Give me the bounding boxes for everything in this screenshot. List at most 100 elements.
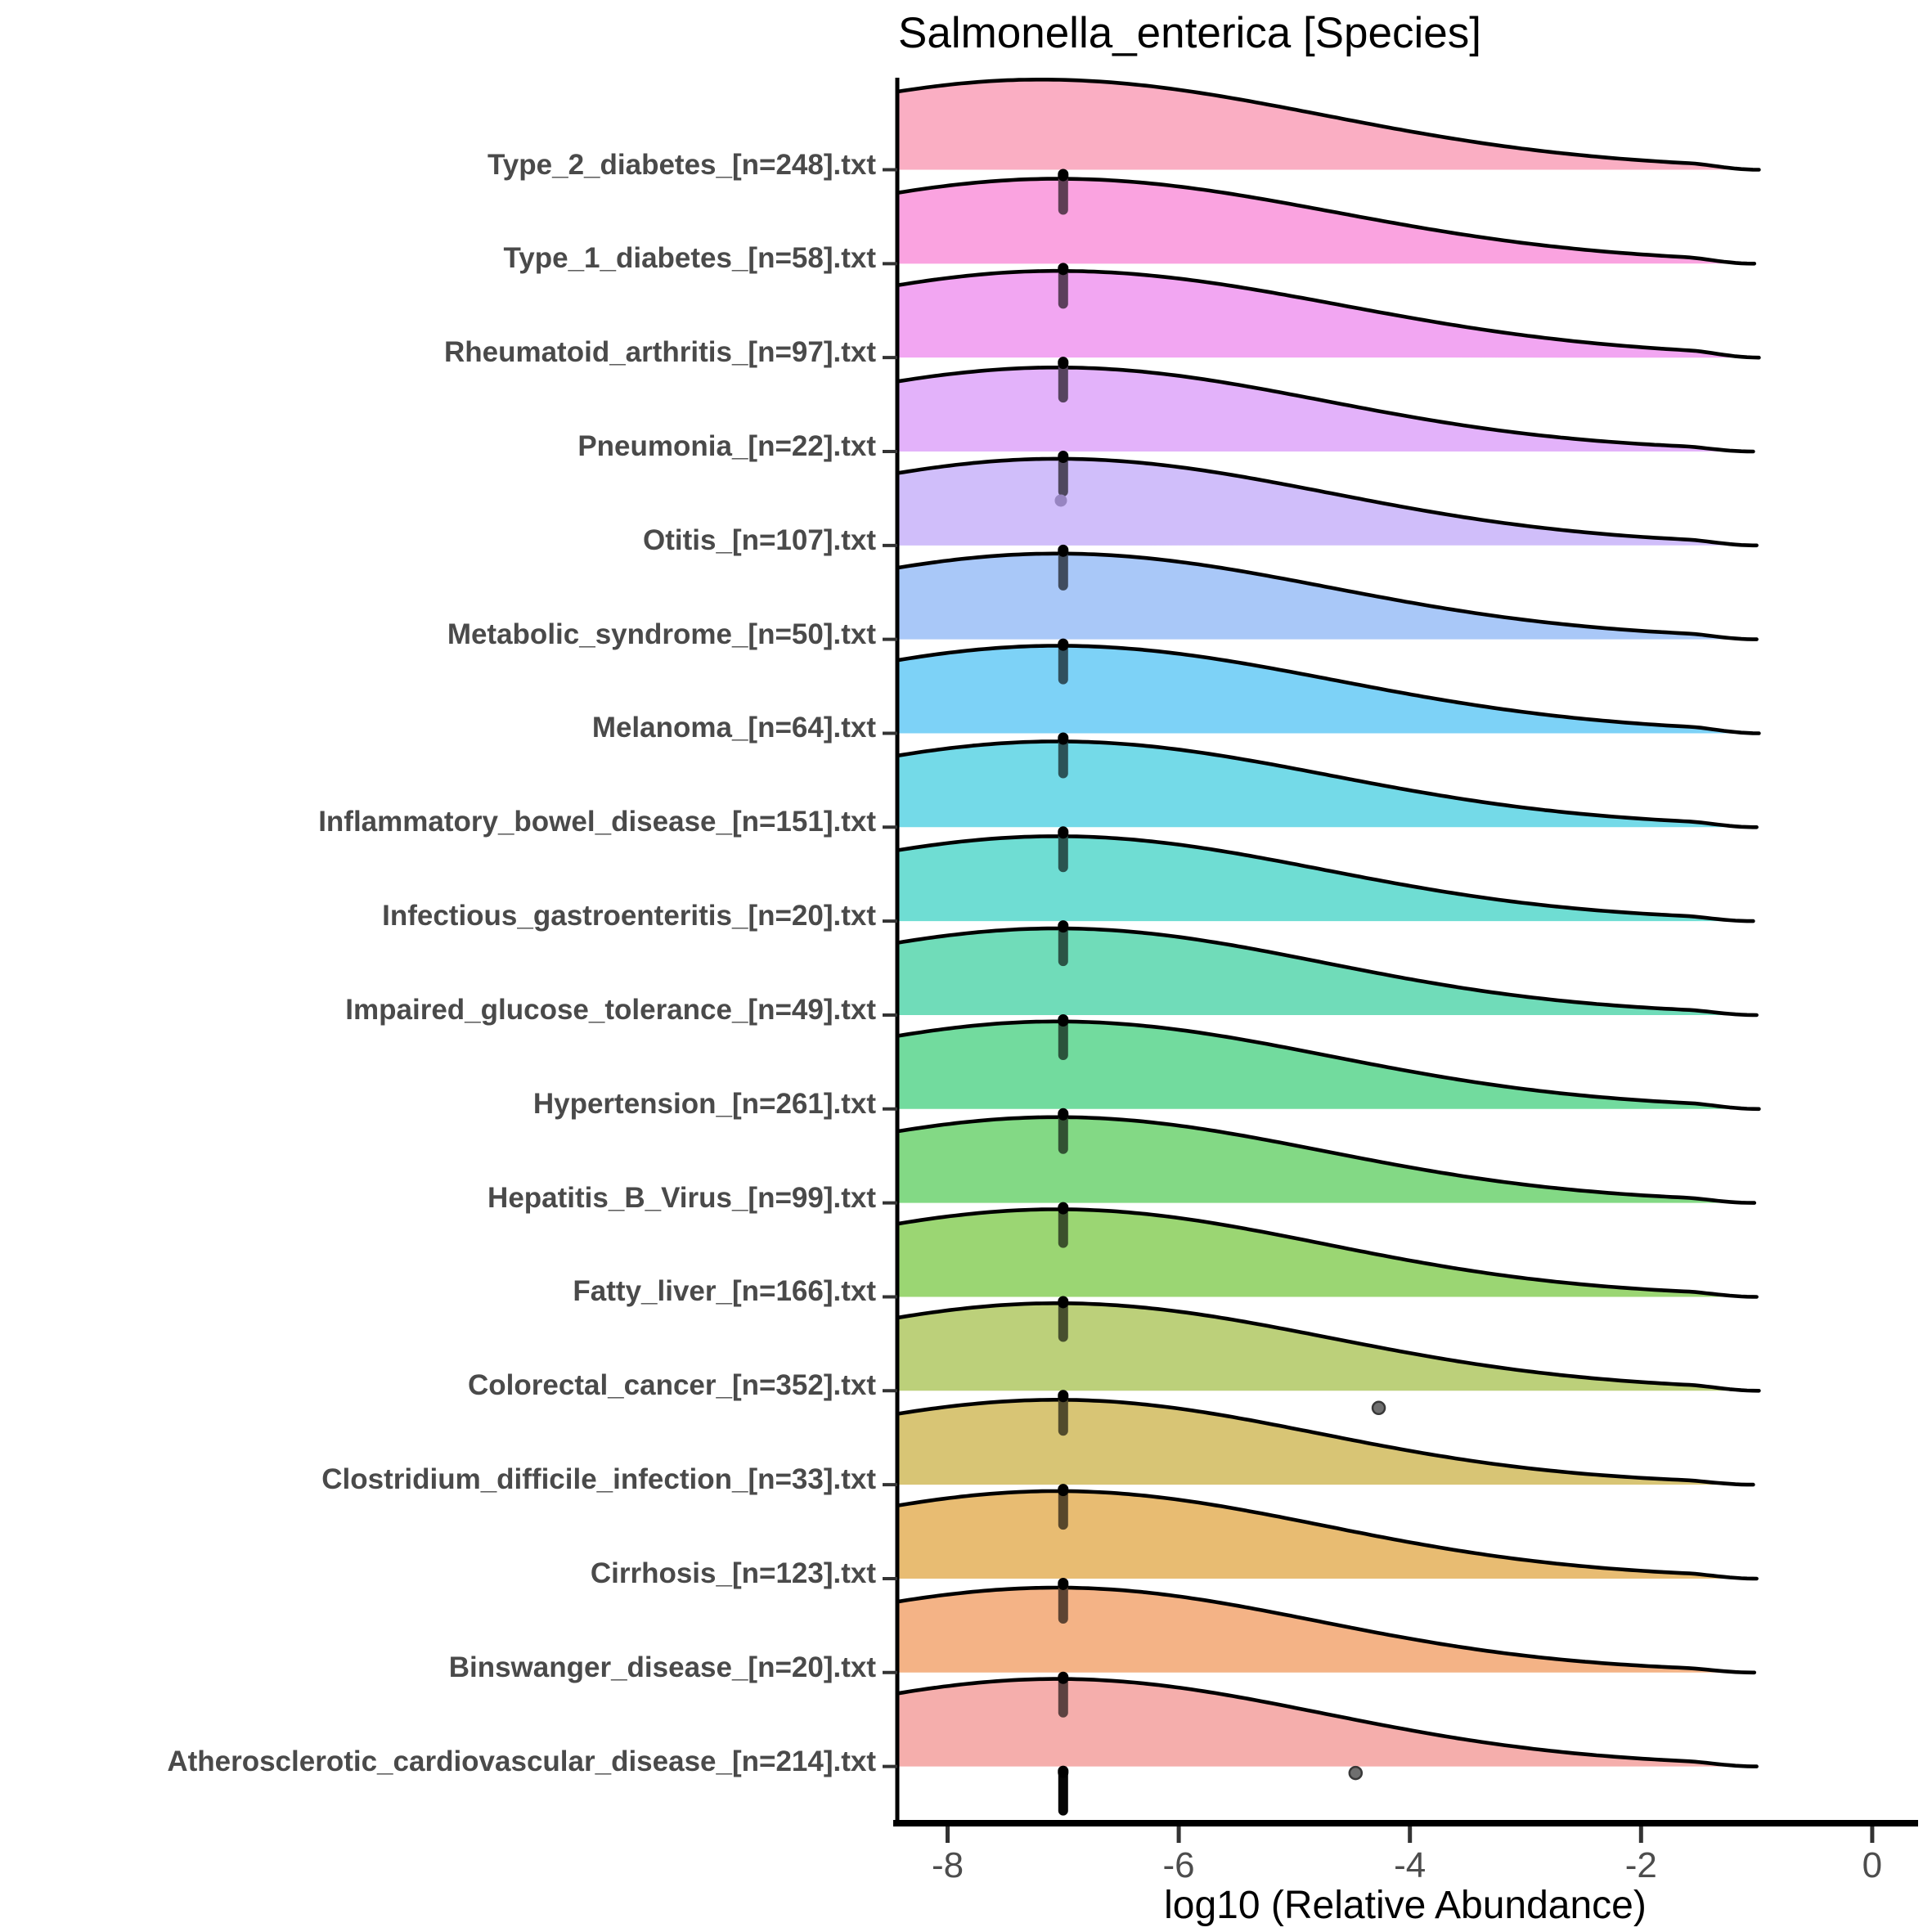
y-axis-label: Colorectal_cancer_[n=352].txt [468, 1369, 876, 1402]
floor-points-cap [1058, 1765, 1069, 1778]
floor-points-cap [1058, 826, 1069, 839]
floor-points-cluster [1058, 1206, 1068, 1248]
density-ridge [897, 79, 1759, 170]
density-outline [896, 1019, 1761, 1112]
outlier-point [1348, 1765, 1364, 1781]
floor-points-cap [1058, 1013, 1069, 1027]
density-outline [896, 456, 1759, 548]
floor-points-cap [1058, 732, 1069, 745]
x-axis-title: log10 (Relative Abundance) [1164, 1884, 1647, 1927]
y-axis-label: Infectious_gastroenteritis_[n=20].txt [382, 900, 876, 932]
floor-points-cap [1058, 1108, 1069, 1121]
floor-points-cluster [1058, 361, 1068, 403]
floor-points-cap [1058, 1671, 1069, 1684]
density-ridge [897, 928, 1757, 1015]
floor-points-cap [1058, 1577, 1069, 1590]
floor-points-cap [1058, 1202, 1069, 1215]
floor-points-cap [1058, 638, 1069, 651]
density-outline [896, 177, 1757, 266]
density-ridge [897, 1209, 1757, 1297]
y-axis-label: Melanoma_[n=64].txt [591, 712, 876, 744]
outlier-point [1054, 494, 1067, 507]
density-ridge [897, 836, 1754, 922]
floor-points-cap [1058, 1484, 1069, 1497]
density-ridge [897, 1491, 1757, 1579]
y-axis-label: Otitis_[n=107].txt [643, 523, 876, 556]
y-axis-label: Atherosclerotic_cardiovascular_disease_[… [167, 1745, 876, 1777]
floor-points-cap [1058, 1296, 1069, 1309]
y-axis-label: Hepatitis_B_Virus_[n=99].txt [487, 1181, 876, 1214]
floor-points-cluster [1058, 1488, 1068, 1530]
y-axis-label: Rheumatoid_arthritis_[n=97].txt [443, 336, 876, 369]
x-axis-tick-label: -2 [1624, 1845, 1657, 1885]
y-axis-label: Impaired_glucose_tolerance_[n=49].txt [345, 993, 876, 1026]
floor-points-cluster [1058, 173, 1068, 215]
density-outline [896, 1677, 1759, 1768]
y-axis-label: Hypertension_[n=261].txt [532, 1087, 876, 1120]
density-outline [896, 1585, 1757, 1675]
floor-points-cap [1058, 920, 1069, 933]
density-outline [896, 1398, 1755, 1487]
floor-points-cluster [1058, 1300, 1068, 1342]
floor-points-cluster [1058, 642, 1068, 685]
y-axis-label: Clostridium_difficile_infection_[n=33].t… [321, 1463, 876, 1496]
floor-points-cluster [1058, 1018, 1068, 1060]
floor-points-cluster [1058, 1112, 1068, 1154]
floor-points-cluster [1058, 267, 1068, 309]
density-outline [896, 78, 1761, 172]
x-axis-tick-label: -6 [1162, 1845, 1195, 1885]
y-axis-label: Cirrhosis_[n=123].txt [590, 1557, 876, 1589]
density-ridge [897, 1400, 1754, 1485]
density-outline [896, 268, 1761, 360]
density-ridge [897, 458, 1757, 546]
y-axis-label: Pneumonia_[n=22].txt [577, 429, 876, 462]
floor-points-cluster [1058, 1394, 1068, 1436]
density-ridge [897, 1588, 1755, 1673]
x-axis-tick-label: -4 [1394, 1845, 1427, 1885]
density-outline [896, 644, 1761, 735]
density-ridge [897, 178, 1755, 264]
density-ridge [897, 271, 1759, 358]
y-axis-label: Binswanger_disease_[n=20].txt [448, 1651, 876, 1683]
floor-points-cap [1058, 450, 1069, 463]
floor-points-cap [1058, 1390, 1069, 1403]
x-axis-tick-label: 0 [1862, 1845, 1883, 1885]
floor-points-cluster [1058, 736, 1068, 779]
floor-points-cluster [1058, 1769, 1068, 1816]
y-axis-label: Type_1_diabetes_[n=58].txt [503, 242, 876, 275]
floor-points-cluster [1058, 830, 1068, 873]
outlier-point [1371, 1400, 1386, 1416]
floor-points-cap [1058, 544, 1069, 557]
floor-points-cluster [1058, 1581, 1068, 1624]
floor-points-cap [1058, 263, 1069, 276]
floor-points-cluster [1058, 548, 1068, 591]
density-ridge [897, 553, 1757, 640]
density-ridge [897, 741, 1757, 828]
density-outline [896, 739, 1759, 829]
y-axis-label: Metabolic_syndrome_[n=50].txt [447, 618, 876, 650]
density-ridge [897, 1678, 1757, 1767]
density-outline [896, 1115, 1757, 1205]
density-ridge [897, 645, 1759, 734]
y-axis-label: Fatty_liver_[n=166].txt [573, 1275, 876, 1308]
density-outline [896, 926, 1759, 1018]
density-outline [896, 366, 1755, 454]
floor-points-cluster [1058, 1675, 1068, 1718]
floor-points-cap [1058, 357, 1069, 370]
density-outline [896, 1207, 1759, 1299]
density-ridge [897, 1117, 1755, 1203]
x-axis-tick-label: -8 [931, 1845, 964, 1885]
y-axis-label: Inflammatory_bowel_disease_[n=151].txt [318, 806, 876, 838]
y-axis-label: Type_2_diabetes_[n=248].txt [487, 148, 876, 181]
density-ridge [897, 1303, 1759, 1391]
density-outline [896, 1301, 1761, 1393]
density-ridge [897, 1021, 1759, 1109]
density-outline [896, 551, 1759, 641]
density-outline [896, 1489, 1759, 1581]
density-ridge [897, 367, 1754, 452]
chart-title: Salmonella_enterica [Species] [898, 9, 1481, 57]
floor-points-cap [1058, 168, 1069, 182]
floor-points-cluster [1058, 924, 1068, 967]
